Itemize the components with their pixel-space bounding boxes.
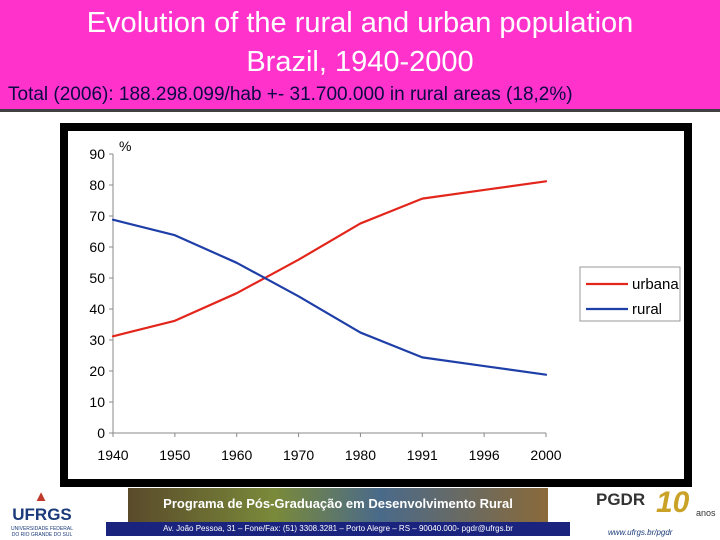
address-text: Av. João Pessoa, 31 – Fone/Fax: (51) 330… xyxy=(163,524,513,533)
y-axis-label: % xyxy=(119,138,131,154)
program-banner-text: Programa de Pós-Graduação em Desenvolvim… xyxy=(163,496,513,511)
ufrgs-subtext-line2: DO RIO GRANDE DO SUL xyxy=(11,532,73,538)
pgdr-logo-text: PGDR xyxy=(596,490,646,509)
y-tick-label-1: 10 xyxy=(89,394,105,410)
y-tick-label-6: 60 xyxy=(89,239,105,255)
y-tick-label-0: 0 xyxy=(97,425,105,441)
data-point-rural-0 xyxy=(112,218,114,221)
data-point-rural-6 xyxy=(483,365,485,367)
data-point-urbana-3 xyxy=(297,258,300,261)
slide-subtitle: Total (2006): 188.298.099/hab +- 31.700.… xyxy=(8,84,573,105)
program-banner: Programa de Pós-Graduação em Desenvolvim… xyxy=(128,488,548,522)
series-line-rural xyxy=(111,218,548,376)
slide-title-line1: Evolution of the rural and urban populat… xyxy=(86,7,634,39)
data-point-urbana-2 xyxy=(235,292,238,294)
ufrgs-subtext-line1: UNIVERSIDADE FEDERAL xyxy=(11,526,73,532)
anniversary-label: anos xyxy=(696,508,716,518)
pgdr-logo: PGDR 10 anos xyxy=(596,486,716,524)
x-tick-label-6: 1996 xyxy=(469,447,500,463)
slide-header: Evolution of the rural and urban populat… xyxy=(0,0,720,112)
flame-icon: ▲ xyxy=(33,488,49,505)
data-point-urbana-1 xyxy=(174,319,176,322)
data-point-rural-4 xyxy=(359,331,362,334)
slide-title-line2: Brazil, 1940-2000 xyxy=(246,46,474,78)
legend-label-rural: rural xyxy=(632,301,662,318)
series-line-urbana xyxy=(111,180,548,338)
y-tick-label-8: 80 xyxy=(89,177,105,193)
data-point-urbana-6 xyxy=(483,189,485,191)
address-bar: Av. João Pessoa, 31 – Fone/Fax: (51) 330… xyxy=(106,522,570,536)
legend-box xyxy=(579,266,681,322)
data-point-rural-2 xyxy=(235,262,238,264)
x-tick-label-0: 1940 xyxy=(97,447,128,463)
x-tick-label-7: 2000 xyxy=(530,447,561,463)
data-point-rural-5 xyxy=(421,356,424,359)
x-tick-label-4: 1980 xyxy=(345,447,376,463)
x-tick-label-2: 1960 xyxy=(221,447,252,463)
website-link[interactable]: www.ufrgs.br/pgdr xyxy=(608,528,673,537)
y-tick-label-3: 30 xyxy=(89,332,105,348)
chart-frame: 0 10 20 30 40 50 60 70 80 90% 1940 1950 1960 1970 1980… xyxy=(60,123,692,487)
x-tick-label-3: 1970 xyxy=(283,447,314,463)
population-line-chart: 0 10 20 30 40 50 60 70 80 90 % 1940 1950 1960 1970 1980… xyxy=(89,138,681,463)
chart-area: 0 10 20 30 40 50 60 70 80 90% 1940 1950 1960 1970 1980… xyxy=(68,131,684,479)
data-point-rural-1 xyxy=(174,234,176,237)
y-tick-label-9: 90 xyxy=(89,146,105,162)
ufrgs-logo-text: UFRGS xyxy=(12,505,72,524)
y-tick-label-5: 50 xyxy=(89,270,105,286)
legend-label-urbana: urbana xyxy=(632,276,679,293)
y-tick-label-2: 20 xyxy=(89,363,105,379)
ufrgs-logo: ▲ UFRGS UNIVERSIDADE FEDERAL DO RIO GRAN… xyxy=(6,488,76,540)
slide-footer: ▲ UFRGS UNIVERSIDADE FEDERAL DO RIO GRAN… xyxy=(0,486,720,540)
y-tick-label-4: 40 xyxy=(89,301,105,317)
x-tick-label-1: 1950 xyxy=(159,447,190,463)
anniversary-number: 10 xyxy=(656,486,690,519)
y-tick-label-7: 70 xyxy=(89,208,105,224)
data-point-urbana-7 xyxy=(545,180,547,183)
data-point-urbana-0 xyxy=(112,335,114,338)
x-tick-label-5: 1991 xyxy=(407,447,438,463)
ufrgs-logo-subtext: UNIVERSIDADE FEDERAL DO RIO GRANDE DO SU… xyxy=(8,526,76,538)
data-point-urbana-5 xyxy=(421,197,424,200)
data-point-rural-3 xyxy=(297,295,300,298)
data-point-rural-7 xyxy=(545,373,547,376)
data-point-urbana-4 xyxy=(359,222,362,225)
